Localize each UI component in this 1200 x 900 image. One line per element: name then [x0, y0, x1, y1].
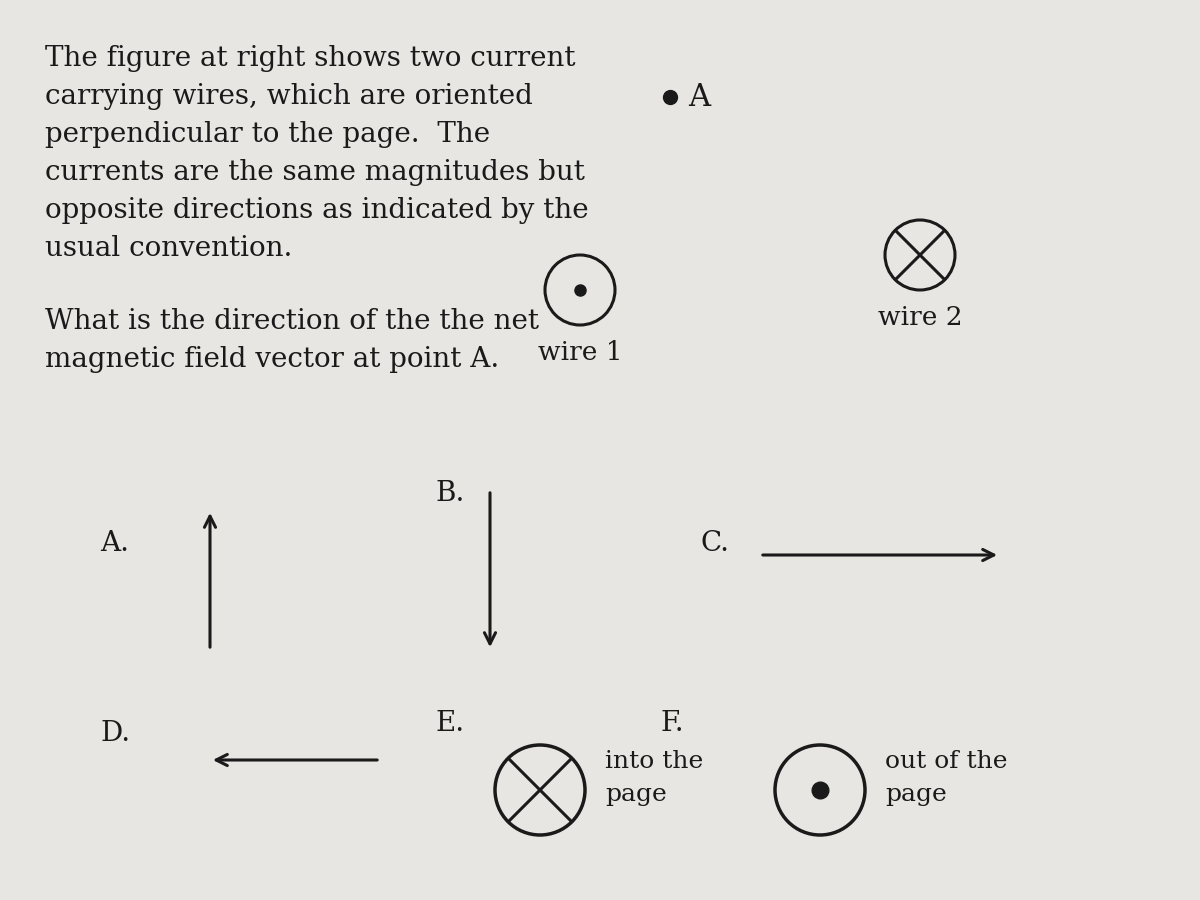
Text: out of the
page: out of the page: [886, 751, 1008, 806]
Text: A: A: [688, 82, 710, 112]
Text: C.: C.: [700, 530, 730, 557]
Text: magnetic field vector at point A.: magnetic field vector at point A.: [46, 346, 499, 373]
Text: into the
page: into the page: [605, 751, 703, 806]
Text: carrying wires, which are oriented: carrying wires, which are oriented: [46, 83, 533, 110]
Text: E.: E.: [436, 710, 464, 737]
Text: perpendicular to the page.  The: perpendicular to the page. The: [46, 121, 490, 148]
Text: opposite directions as indicated by the: opposite directions as indicated by the: [46, 197, 589, 224]
Text: wire 1: wire 1: [538, 340, 623, 365]
Text: usual convention.: usual convention.: [46, 235, 293, 262]
Text: currents are the same magnitudes but: currents are the same magnitudes but: [46, 159, 584, 186]
Text: The figure at right shows two current: The figure at right shows two current: [46, 45, 576, 72]
Text: What is the direction of the the net: What is the direction of the the net: [46, 308, 539, 335]
Text: B.: B.: [436, 480, 464, 507]
Text: wire 2: wire 2: [877, 305, 962, 330]
Text: A.: A.: [100, 530, 130, 557]
Text: F.: F.: [660, 710, 684, 737]
Text: D.: D.: [100, 720, 130, 747]
